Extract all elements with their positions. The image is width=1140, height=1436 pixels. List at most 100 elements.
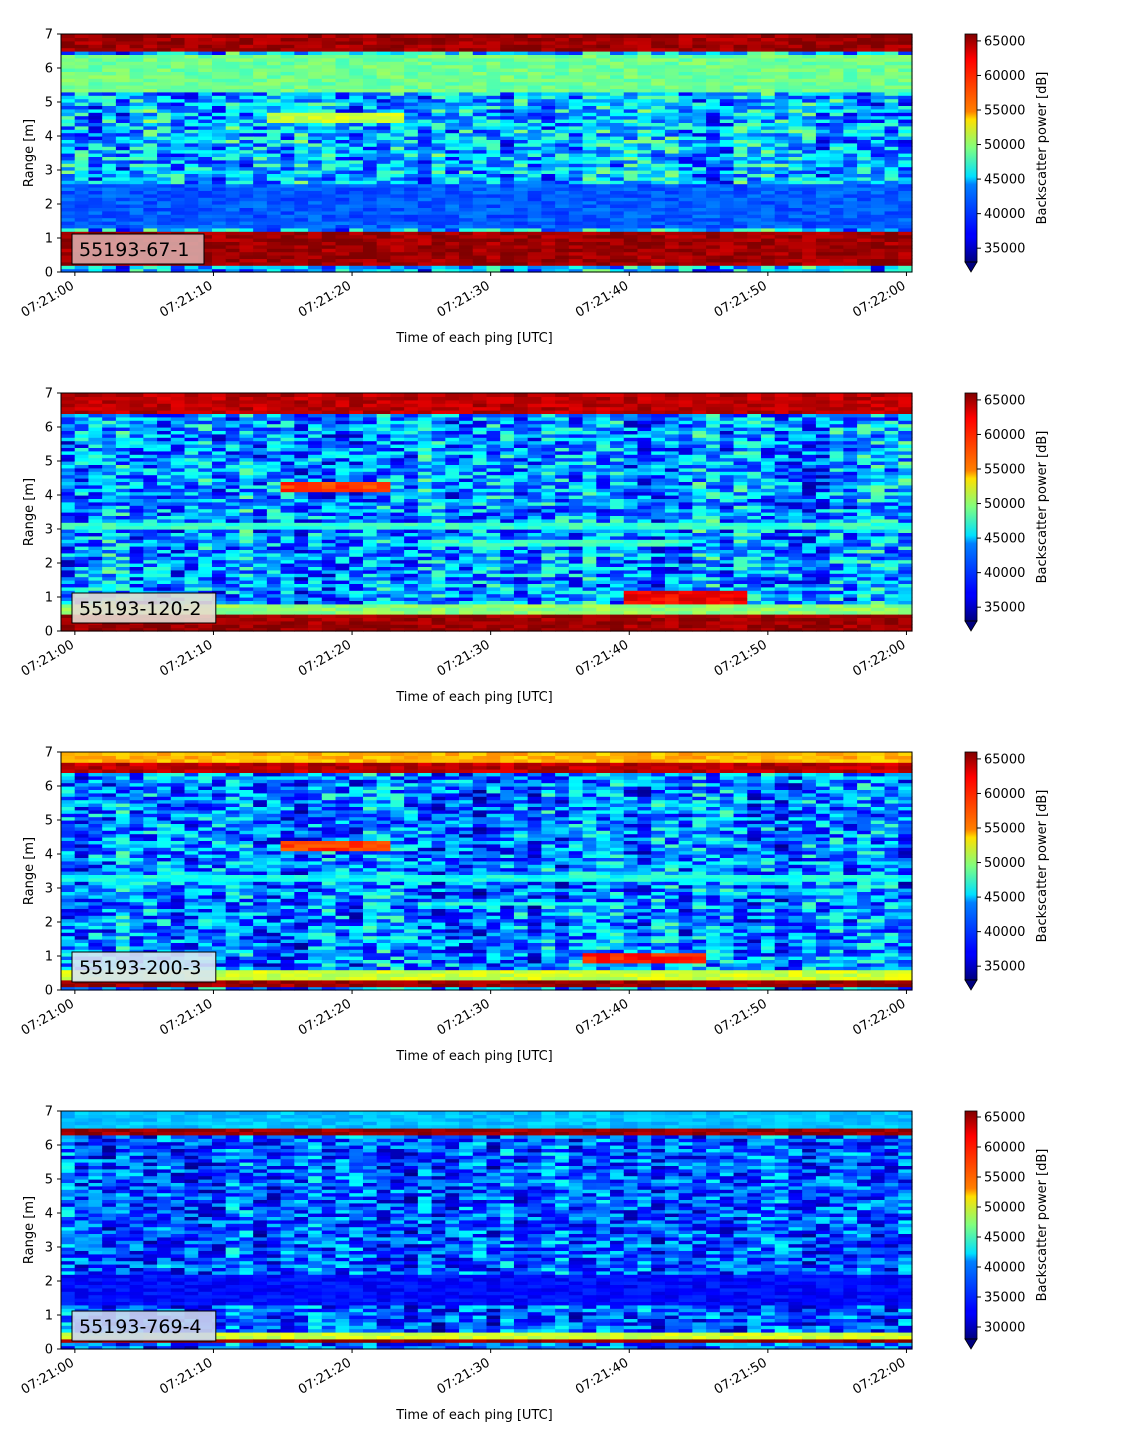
heatmap-cell <box>678 176 693 181</box>
heatmap-cell <box>349 34 364 38</box>
heatmap-cell <box>321 102 337 106</box>
heatmap-cell <box>280 176 295 181</box>
heatmap-cell <box>61 61 76 66</box>
heatmap-cell <box>294 183 309 188</box>
heatmap-cell <box>225 142 241 147</box>
heatmap-cell <box>225 224 241 229</box>
heatmap-cell <box>459 227 474 232</box>
heatmap-cell <box>308 166 323 171</box>
heatmap-cell <box>596 159 611 164</box>
heatmap-cell <box>143 200 158 205</box>
heatmap-cell <box>761 176 776 181</box>
y-tick-label: 3 <box>45 164 53 179</box>
heatmap-cell <box>211 251 227 256</box>
heatmap-cell <box>623 132 639 137</box>
heatmap-cell <box>280 265 295 270</box>
heatmap-cell <box>253 44 268 49</box>
heatmap-cell <box>527 132 543 137</box>
heatmap-cell <box>143 265 158 270</box>
heatmap-cell <box>198 159 213 164</box>
heatmap-cell <box>321 115 337 120</box>
heatmap-cell <box>843 210 858 215</box>
heatmap-cell <box>61 193 76 198</box>
heatmap-cell <box>74 454 90 459</box>
heatmap-cell <box>253 54 268 59</box>
heatmap-cell <box>115 163 131 168</box>
heatmap-cell <box>266 176 282 181</box>
heatmap-cell <box>74 112 90 117</box>
heatmap-cell <box>211 57 227 62</box>
heatmap-cell <box>390 132 405 137</box>
heatmap-cell <box>486 234 501 239</box>
heatmap-cell <box>308 68 323 72</box>
heatmap-cell <box>102 115 117 120</box>
heatmap-cell <box>157 122 172 127</box>
heatmap-cell <box>198 136 213 140</box>
heatmap-cell <box>280 241 295 246</box>
heatmap-cell <box>294 105 309 110</box>
heatmap-cell <box>706 227 721 232</box>
heatmap-cell <box>157 170 172 174</box>
heatmap-cell <box>747 149 762 154</box>
heatmap-cell <box>157 142 172 147</box>
heatmap-cell <box>266 57 282 62</box>
heatmap-cell <box>719 244 735 249</box>
heatmap-cell <box>884 193 899 198</box>
heatmap-cell <box>486 34 501 38</box>
heatmap-cell <box>500 183 515 188</box>
heatmap-cell <box>541 217 556 222</box>
heatmap-cell <box>74 146 90 151</box>
heatmap-cell <box>157 210 172 215</box>
heatmap-cell <box>88 119 103 123</box>
heatmap-cell <box>102 95 117 100</box>
heatmap-cell <box>829 176 844 181</box>
heatmap-cell <box>61 210 76 215</box>
heatmap-cell <box>74 44 90 49</box>
heatmap-cell <box>88 505 103 510</box>
heatmap-cell <box>157 44 172 49</box>
heatmap-cell <box>706 265 721 270</box>
heatmap-cell <box>500 149 515 154</box>
heatmap-cell <box>266 74 282 79</box>
heatmap-cell <box>266 173 282 178</box>
heatmap-cell <box>198 115 213 120</box>
heatmap-cell <box>143 51 158 55</box>
heatmap-cell <box>404 244 419 249</box>
heatmap-cell <box>102 122 117 127</box>
heatmap-cell <box>115 61 131 66</box>
heatmap-cell <box>308 244 323 249</box>
heatmap-cell <box>596 200 611 205</box>
heatmap-cell <box>582 200 597 205</box>
heatmap-cell <box>211 153 227 157</box>
heatmap-cell <box>198 248 213 253</box>
heatmap-cell <box>527 142 543 147</box>
heatmap-cell <box>198 44 213 49</box>
heatmap-cell <box>555 166 570 171</box>
heatmap-cell <box>239 210 254 215</box>
heatmap-cell <box>678 142 693 147</box>
heatmap-cell <box>404 217 419 222</box>
heatmap-cell <box>157 221 172 225</box>
heatmap-cell <box>184 71 199 76</box>
heatmap-cell <box>143 34 158 38</box>
heatmap-cell <box>829 227 844 232</box>
heatmap-cell <box>335 265 350 270</box>
heatmap-cell <box>225 166 241 171</box>
heatmap-cell <box>198 193 213 198</box>
heatmap-cell <box>266 156 282 161</box>
heatmap-cell <box>568 149 584 154</box>
heatmap-cell <box>500 176 515 181</box>
heatmap-cell <box>568 234 584 239</box>
heatmap-cell <box>211 136 227 140</box>
heatmap-cell <box>308 102 323 106</box>
heatmap-cell <box>555 251 570 256</box>
heatmap-cell <box>61 85 76 89</box>
heatmap-cell <box>61 234 76 239</box>
heatmap-cell <box>445 142 460 147</box>
heatmap-cell <box>129 98 144 103</box>
heatmap-cell <box>198 112 213 117</box>
heatmap-cell <box>61 149 76 154</box>
heatmap-cell <box>239 217 254 222</box>
heatmap-cell <box>857 183 872 188</box>
heatmap-cell <box>239 132 254 137</box>
